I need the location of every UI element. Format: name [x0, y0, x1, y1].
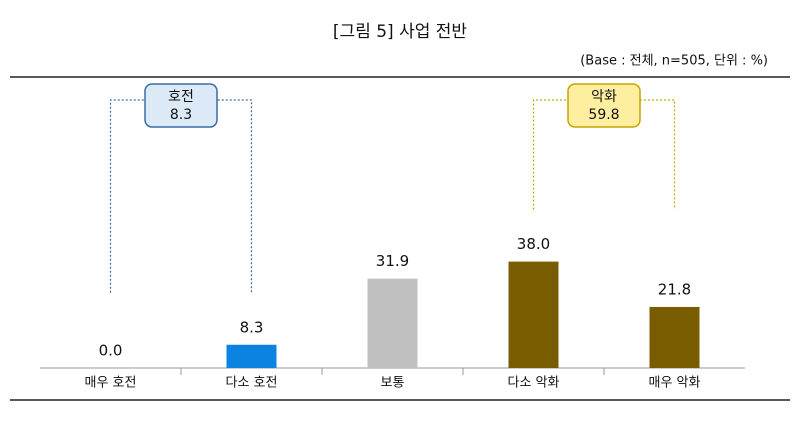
value-label: 31.9: [376, 252, 409, 270]
x-tick-label: 다소 악화: [508, 376, 560, 391]
bracket-value: 59.8: [588, 107, 619, 123]
x-tick-label: 매우 호전: [85, 376, 137, 391]
chart-subtitle: (Base : 전체, n=505, 단위 : %): [580, 54, 768, 69]
bracket-label: 호전: [168, 89, 194, 105]
bracket-box: [144, 83, 218, 128]
bracket-value: 8.3: [170, 107, 192, 123]
bracket-line: [109, 99, 253, 293]
bar: [649, 306, 700, 368]
bar: [508, 261, 559, 368]
bracket-box: [567, 83, 641, 128]
x-tick-label: 매우 악화: [649, 376, 701, 391]
x-tick-label: 다소 호전: [226, 376, 278, 391]
bar: [367, 278, 418, 368]
value-label: 8.3: [240, 318, 264, 336]
x-tick-label: 보통: [381, 376, 405, 391]
value-label: 0.0: [99, 342, 123, 360]
bracket-label: 악화: [591, 89, 617, 105]
chart-title: [그림 5] 사업 전반: [333, 22, 467, 42]
value-label: 38.0: [517, 235, 550, 253]
bar: [226, 344, 277, 368]
value-label: 21.8: [658, 280, 691, 298]
